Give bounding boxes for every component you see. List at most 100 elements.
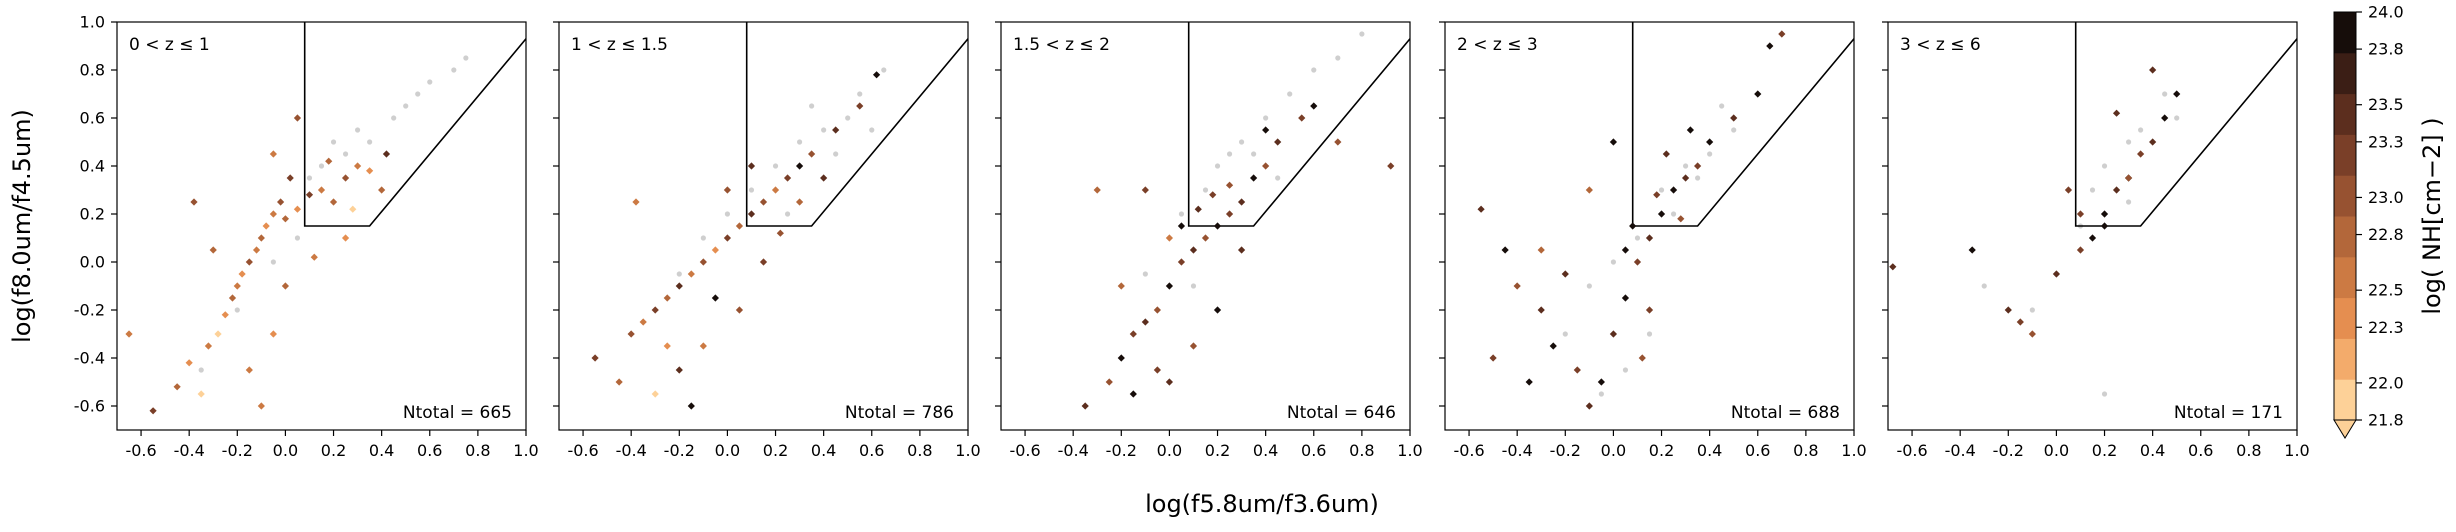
- data-point: [1489, 354, 1497, 362]
- data-point: [214, 330, 222, 338]
- data-point: [723, 186, 732, 194]
- panel-title: 2 < z ≤ 3: [1457, 35, 1538, 55]
- x-tick-label: 0.4: [811, 441, 836, 460]
- data-point: [1141, 186, 1149, 194]
- data-point: [2028, 330, 2036, 338]
- data-point: [723, 234, 732, 242]
- x-tick-label: 1.0: [513, 441, 538, 460]
- data-point: [1237, 246, 1246, 254]
- undetected-point: [1658, 187, 1665, 193]
- data-point: [591, 354, 599, 362]
- data-point: [1117, 282, 1125, 290]
- undetected-point: [354, 127, 361, 133]
- undetected-point: [1190, 283, 1197, 289]
- x-tick-label: 0.4: [2140, 441, 2165, 460]
- data-point: [149, 407, 157, 415]
- agn-wedge-line: [1631, 22, 1854, 227]
- data-point: [2149, 138, 2157, 146]
- data-point: [2149, 66, 2157, 74]
- data-point: [2052, 270, 2061, 278]
- x-tick-label: 1.0: [2284, 441, 2309, 460]
- panel-annotation: Ntotal = 171: [2174, 403, 2283, 423]
- x-tick-label: -0.6: [1453, 441, 1484, 460]
- data-point: [2100, 210, 2109, 218]
- data-point: [1213, 306, 1222, 314]
- x-tick-label: 0.8: [2236, 441, 2261, 460]
- undetected-point: [2162, 91, 2168, 97]
- undetected-point: [2174, 115, 2180, 121]
- data-point: [2076, 210, 2085, 218]
- colorbar-segment: [2334, 338, 2356, 380]
- plot-area: [1081, 22, 1410, 410]
- x-tick-label: 0.2: [2092, 441, 2117, 460]
- panel: -0.6 -0.4 -0.2 0.0 0.2 0.4 0.6 0.8 1.0 1.5 < z ≤ …: [995, 21, 1423, 460]
- data-point: [699, 258, 707, 266]
- data-point: [1585, 186, 1593, 194]
- panel-annotation: Ntotal = 665: [403, 403, 512, 423]
- data-point: [627, 330, 635, 338]
- x-axis-label: log(f5.8um/f3.6um): [1145, 490, 1379, 518]
- colorbar-segment: [2334, 256, 2356, 299]
- data-point: [651, 390, 659, 398]
- data-point: [1213, 222, 1222, 230]
- data-point: [1209, 191, 1217, 199]
- data-point: [1653, 191, 1661, 199]
- data-point: [1681, 174, 1690, 182]
- data-point: [1262, 126, 1270, 134]
- data-point: [190, 198, 198, 206]
- x-tick-label: -0.2: [1106, 441, 1137, 460]
- data-point: [1165, 378, 1174, 386]
- data-point: [2137, 150, 2145, 158]
- x-tick-label: 0.8: [465, 441, 490, 460]
- panel-frame: [1000, 21, 1411, 431]
- undetected-point: [1178, 211, 1185, 217]
- data-point: [286, 174, 294, 182]
- data-point: [325, 157, 333, 165]
- x-tick-label: -0.4: [1502, 441, 1533, 460]
- data-point: [675, 282, 683, 290]
- x-tick-label: 0.2: [763, 441, 788, 460]
- colorbar-tick-label: 22.0: [2368, 373, 2404, 392]
- undetected-point: [1287, 91, 1293, 97]
- undetected-point: [1263, 115, 1269, 121]
- data-point: [771, 186, 780, 194]
- data-point: [1645, 306, 1654, 314]
- x-tick-label: 0.4: [1697, 441, 1722, 460]
- data-point: [1262, 162, 1270, 170]
- data-point: [197, 390, 205, 398]
- data-point: [366, 167, 374, 175]
- x-tick-label: 0.0: [715, 441, 740, 460]
- agn-wedge-line: [2074, 22, 2297, 227]
- x-tick-label: 1.0: [1397, 441, 1422, 460]
- panel-frame: [558, 21, 969, 431]
- data-point: [1638, 354, 1646, 362]
- data-point: [1117, 354, 1125, 362]
- data-point: [2088, 234, 2097, 242]
- data-point: [238, 270, 246, 278]
- x-tick-label: -0.4: [1058, 441, 1089, 460]
- colorbar-tick-label: 22.5: [2368, 281, 2404, 300]
- data-point: [820, 174, 828, 182]
- data-point: [245, 258, 253, 266]
- data-point: [310, 253, 318, 261]
- x-tick-label: 0.0: [1157, 441, 1182, 460]
- data-point: [341, 174, 350, 182]
- data-point: [1706, 138, 1714, 146]
- data-point: [747, 210, 756, 218]
- data-point: [125, 330, 133, 338]
- undetected-point: [1646, 331, 1653, 337]
- data-point: [1165, 234, 1174, 242]
- undetected-point: [306, 175, 313, 181]
- data-point: [1609, 330, 1618, 338]
- undetected-point: [1202, 187, 1209, 193]
- undetected-point: [403, 103, 409, 109]
- data-point: [1274, 138, 1282, 146]
- panel: -0.6 -0.4 -0.2 0.0 0.2 0.4 0.6 0.8 1.0 3 < z ≤ 6 N…: [1882, 21, 2310, 460]
- data-point: [1633, 258, 1642, 266]
- data-point: [759, 258, 768, 266]
- undetected-point: [857, 91, 863, 97]
- undetected-point: [1251, 151, 1257, 157]
- x-tick-label: -0.2: [1993, 441, 2024, 460]
